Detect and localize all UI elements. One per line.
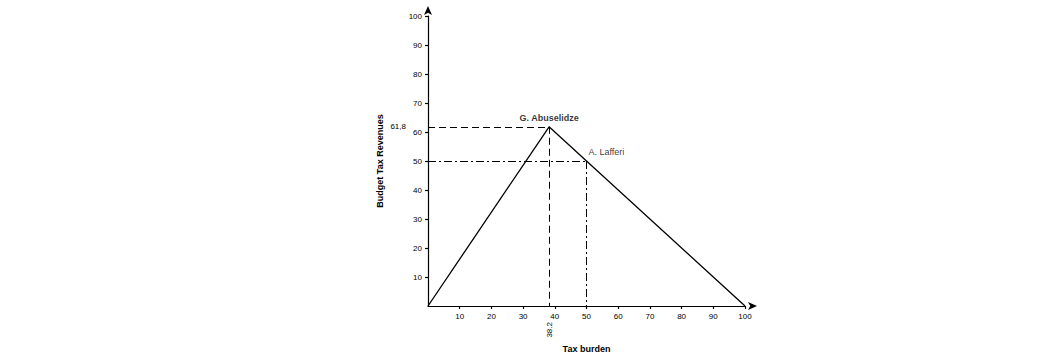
svg-text:Budget Tax Revenues: Budget Tax Revenues: [375, 114, 385, 207]
svg-text:20: 20: [413, 244, 422, 253]
svg-text:10: 10: [413, 273, 422, 282]
svg-text:60: 60: [413, 128, 422, 137]
svg-text:80: 80: [413, 70, 422, 79]
svg-text:20: 20: [487, 312, 496, 321]
svg-text:30: 30: [413, 215, 422, 224]
svg-text:40: 40: [413, 186, 422, 195]
svg-text:100: 100: [738, 312, 752, 321]
svg-text:Tax burden: Tax burden: [563, 344, 611, 354]
svg-text:38.2: 38.2: [545, 321, 554, 337]
svg-text:30: 30: [519, 312, 528, 321]
svg-text:50: 50: [413, 157, 422, 166]
svg-text:61,8: 61,8: [390, 122, 406, 131]
svg-text:70: 70: [645, 312, 654, 321]
svg-text:70: 70: [413, 99, 422, 108]
svg-text:90: 90: [709, 312, 718, 321]
svg-text:G. Abuselidze: G. Abuselidze: [520, 113, 579, 123]
svg-text:A. Lafferi: A. Lafferi: [589, 147, 625, 157]
svg-text:40: 40: [550, 312, 559, 321]
svg-text:90: 90: [413, 41, 422, 50]
svg-text:100: 100: [409, 12, 423, 21]
svg-text:50: 50: [582, 312, 591, 321]
svg-text:60: 60: [614, 312, 623, 321]
svg-text:10: 10: [455, 312, 464, 321]
svg-text:80: 80: [677, 312, 686, 321]
